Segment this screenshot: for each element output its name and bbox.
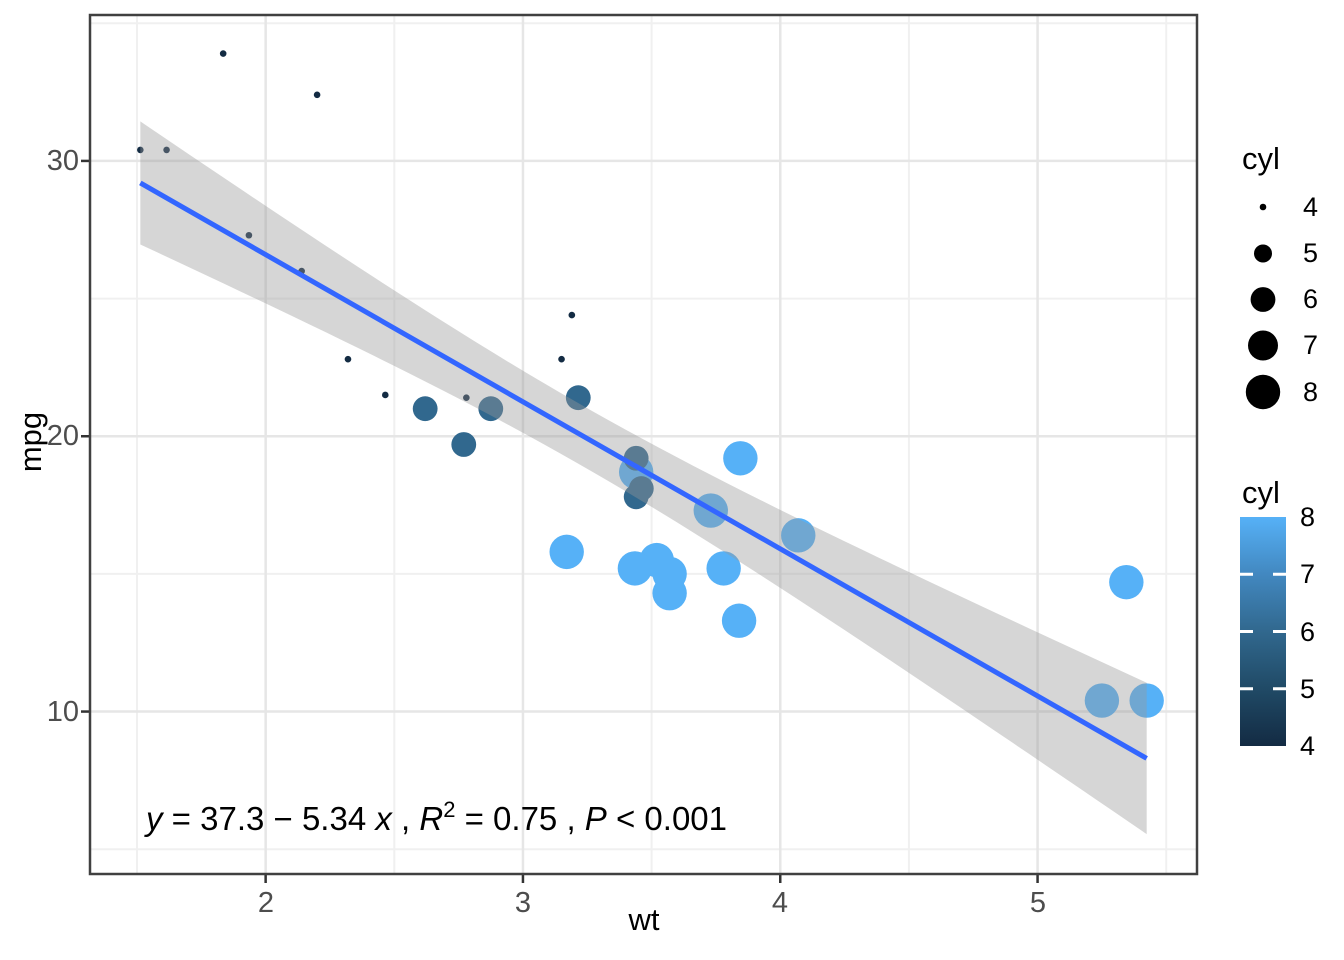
data-point — [617, 551, 653, 586]
y-axis-title: mpg — [13, 411, 48, 473]
data-point — [245, 231, 253, 239]
colorbar-label-7: 7 — [1300, 559, 1316, 589]
data-point — [721, 603, 757, 638]
regression-line — [139, 180, 1148, 761]
data-point — [652, 556, 687, 592]
equation-segment: y — [146, 800, 163, 837]
data-point — [1129, 683, 1164, 718]
x-tick-label-4: 4 — [771, 887, 789, 919]
color-legend-title: cyl — [1242, 475, 1280, 510]
data-point — [381, 391, 389, 399]
x-tick-label-5: 5 — [1029, 887, 1047, 919]
size-legend-label-6: 6 — [1303, 284, 1319, 314]
plot-panel — [90, 15, 1197, 874]
size-legend-bubble-6 — [1250, 287, 1276, 312]
data-point — [781, 518, 816, 553]
size-legend-bubble-7 — [1248, 330, 1278, 361]
colorbar-label-4: 4 — [1300, 731, 1316, 761]
size-legend-bubble-4 — [1259, 203, 1267, 211]
data-point — [565, 385, 591, 411]
size-legend-bubble-5 — [1254, 244, 1272, 263]
y-tick-label-30: 30 — [46, 145, 79, 177]
size-legend-label-4: 4 — [1303, 192, 1319, 222]
panel-border — [88, 13, 1199, 876]
equation-segment: 2 — [443, 797, 456, 822]
equation-segment: = 0.75 , — [455, 800, 585, 837]
data-point — [163, 146, 170, 154]
data-point — [706, 551, 741, 586]
data-point — [723, 441, 758, 476]
colorbar-label-5: 5 — [1300, 674, 1316, 704]
size-legend-title: cyl — [1242, 141, 1280, 176]
equation-segment: x — [375, 800, 392, 837]
data-point — [344, 355, 352, 363]
data-point — [463, 394, 470, 401]
x-tick-label-3: 3 — [514, 887, 532, 919]
confidence-band — [140, 121, 1147, 835]
equation-segment: , — [391, 800, 420, 837]
data-point — [451, 432, 477, 457]
data-point — [478, 396, 504, 422]
data-point — [1109, 564, 1144, 600]
x-tick-label-2: 2 — [257, 887, 275, 919]
data-point — [412, 396, 438, 422]
y-tick-label-10: 10 — [46, 696, 79, 728]
data-point — [549, 534, 584, 570]
data-point — [219, 50, 227, 57]
data-point — [137, 146, 144, 154]
data-point — [623, 484, 649, 510]
colorbar-label-8: 8 — [1300, 502, 1316, 532]
regression-equation: y = 37.3 − 5.34 x , R2 = 0.75 , P < 0.00… — [146, 797, 728, 838]
data-point — [558, 355, 565, 363]
data-point — [568, 311, 576, 319]
equation-segment: < 0.001 — [606, 800, 728, 837]
equation-segment: P — [584, 800, 607, 837]
colorbar-label-6: 6 — [1300, 617, 1316, 647]
equation-segment: = 37.3 − 5.34 — [162, 800, 376, 837]
data-point — [1084, 683, 1120, 718]
data-point — [313, 91, 321, 99]
x-axis-title: wt — [628, 902, 660, 937]
size-legend-bubble-8 — [1245, 374, 1281, 410]
size-legend-label-8: 8 — [1303, 377, 1319, 407]
size-legend-label-5: 5 — [1303, 238, 1319, 268]
size-legend-label-7: 7 — [1303, 330, 1319, 360]
equation-segment: R — [419, 800, 444, 837]
y-tick-label-20: 20 — [46, 420, 79, 452]
